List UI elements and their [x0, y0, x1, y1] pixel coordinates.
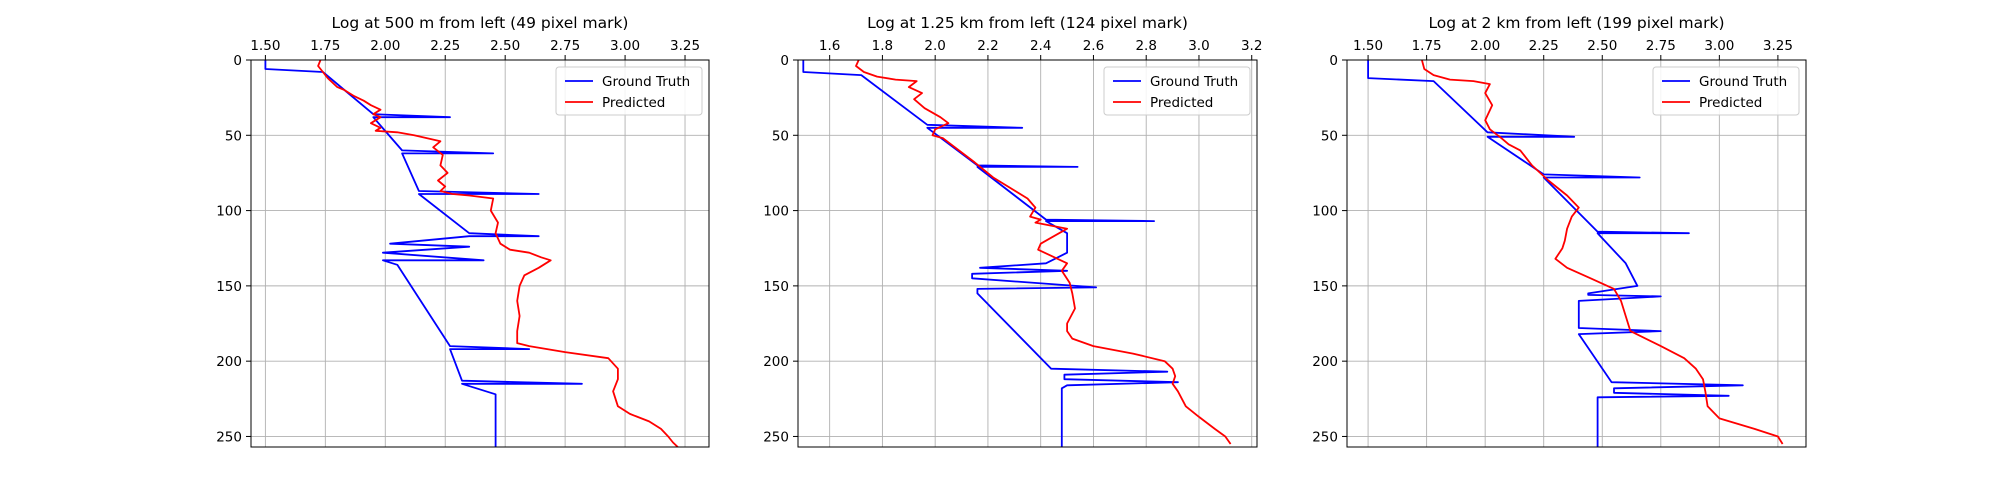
legend: Ground Truth Predicted — [1652, 66, 1800, 116]
series-line-ground-truth — [264, 60, 583, 447]
legend: Ground Truth Predicted — [1103, 66, 1251, 116]
x-tick-label: 1.75 — [310, 38, 340, 54]
chart-panel-1: Log at 500 m from left (49 pixel mark) 1.… — [216, 14, 710, 448]
legend-entry: Predicted — [1699, 95, 1762, 111]
y-tick-label: 150 — [1312, 279, 1338, 295]
legend: Ground Truth Predicted — [555, 66, 703, 116]
x-tick-label: 1.6 — [819, 38, 840, 54]
y-tick-label: 50 — [1321, 128, 1338, 144]
x-tick-label: 3.25 — [1763, 38, 1793, 54]
x-tick-label: 2.0 — [924, 38, 945, 54]
chart-panel-2: Log at 1.25 km from left (124 pixel mark… — [763, 14, 1262, 448]
x-tick-label: 2.8 — [1135, 38, 1156, 54]
series-line-predicted — [1421, 60, 1784, 445]
y-tick-label: 0 — [780, 53, 789, 69]
y-tick-label: 50 — [772, 128, 789, 144]
x-tick-label: 2.00 — [370, 38, 400, 54]
chart-title: Log at 1.25 km from left (124 pixel mark… — [867, 14, 1188, 32]
plot-frame — [797, 59, 1258, 448]
x-tick-label: 2.50 — [1587, 38, 1617, 54]
y-tick-label: 50 — [225, 128, 242, 144]
x-tick-label: 3.2 — [1241, 38, 1262, 54]
y-tick-label: 100 — [216, 204, 242, 220]
y-tick-label: 0 — [1329, 53, 1338, 69]
x-tick-label: 2.00 — [1470, 38, 1500, 54]
y-tick-label: 200 — [1312, 354, 1338, 370]
series-line-predicted — [317, 60, 679, 447]
series-line-ground-truth — [1367, 60, 1744, 447]
x-tick-label: 2.6 — [1083, 38, 1104, 54]
legend-box — [1103, 66, 1251, 116]
plot-frame — [250, 59, 710, 448]
chart-title: Log at 500 m from left (49 pixel mark) — [332, 14, 629, 32]
x-tick-label: 2.75 — [550, 38, 580, 54]
y-tick-label: 250 — [763, 429, 789, 445]
x-tick-label: 3.0 — [1188, 38, 1209, 54]
y-tick-label: 150 — [216, 279, 242, 295]
x-tick-label: 1.50 — [250, 38, 280, 54]
x-tick-label: 2.4 — [1030, 38, 1051, 54]
x-tick-label: 2.50 — [490, 38, 520, 54]
legend-entry: Ground Truth — [1150, 74, 1238, 90]
x-tick-label: 3.25 — [670, 38, 700, 54]
chart-panel-3: Log at 2 km from left (199 pixel mark) 1.… — [1312, 14, 1807, 448]
x-tick-label: 2.25 — [1529, 38, 1559, 54]
x-tick-label: 1.50 — [1353, 38, 1383, 54]
y-tick-label: 150 — [763, 279, 789, 295]
x-tick-label: 3.00 — [610, 38, 640, 54]
y-tick-label: 100 — [1312, 204, 1338, 220]
legend-box — [555, 66, 703, 116]
plot-frame — [1346, 59, 1807, 448]
legend-entry: Predicted — [602, 95, 665, 111]
legend-entry: Predicted — [1150, 95, 1213, 111]
y-tick-label: 250 — [216, 429, 242, 445]
legend-entry: Ground Truth — [1699, 74, 1787, 90]
series-line-ground-truth — [802, 60, 1179, 447]
y-tick-label: 200 — [216, 354, 242, 370]
x-tick-label: 3.00 — [1704, 38, 1734, 54]
series-line-predicted — [855, 60, 1232, 445]
x-tick-label: 1.75 — [1412, 38, 1442, 54]
x-tick-label: 2.75 — [1646, 38, 1676, 54]
y-tick-label: 250 — [1312, 429, 1338, 445]
x-tick-label: 1.8 — [872, 38, 893, 54]
x-tick-label: 2.2 — [977, 38, 998, 54]
chart-title: Log at 2 km from left (199 pixel mark) — [1428, 14, 1724, 32]
x-tick-label: 2.25 — [430, 38, 460, 54]
y-tick-label: 200 — [763, 354, 789, 370]
legend-box — [1652, 66, 1800, 116]
y-tick-label: 0 — [233, 53, 242, 69]
legend-entry: Ground Truth — [602, 74, 690, 90]
y-tick-label: 100 — [763, 204, 789, 220]
